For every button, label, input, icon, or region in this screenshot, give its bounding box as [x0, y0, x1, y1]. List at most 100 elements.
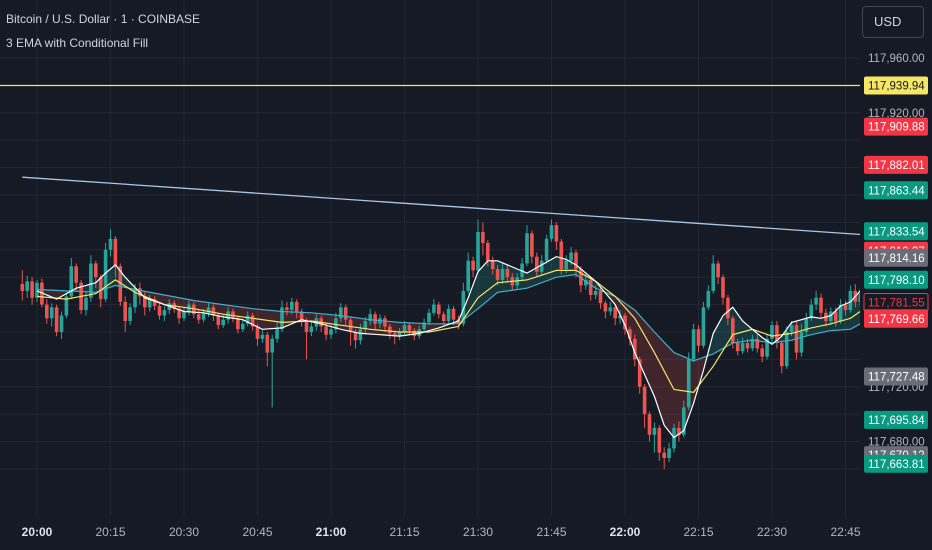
candle [726, 295, 730, 326]
ema-fill-segment [610, 294, 616, 305]
price-label-box [864, 181, 928, 200]
candle-body [339, 307, 343, 319]
indicator-legend[interactable]: 3 EMA with Conditional Fill [6, 36, 149, 50]
candle [299, 308, 304, 327]
candle [69, 258, 74, 300]
price-label[interactable]: 117,882.01 [864, 155, 928, 174]
candle-body [456, 319, 461, 324]
ema-fill-segment [179, 297, 184, 312]
candle-body [89, 263, 93, 298]
candle [20, 270, 25, 301]
candle [848, 285, 853, 313]
candle-body [677, 427, 681, 435]
price-label[interactable]: 117,727.48 [864, 367, 928, 386]
ema-fill-segment [546, 259, 552, 281]
candle-body [309, 326, 314, 332]
price-label[interactable]: 117,798.10 [864, 270, 928, 289]
candle-body [799, 332, 804, 353]
candle [363, 316, 368, 334]
price-label[interactable]: 117,781.55 [863, 292, 929, 312]
candle-body [343, 307, 348, 320]
candle [343, 304, 348, 326]
candle-body [133, 288, 137, 308]
candle [657, 425, 662, 461]
candle [407, 322, 412, 335]
candle [539, 255, 544, 276]
candle [265, 332, 270, 367]
ema-fill-segment [654, 332, 660, 411]
ema-fill-segment [468, 284, 474, 317]
candle-body [290, 301, 294, 311]
candle-body [294, 301, 299, 312]
candle [25, 275, 29, 298]
candle [54, 304, 59, 337]
ema-fill-segment [649, 326, 655, 397]
symbol-title[interactable]: Bitcoin / U.S. Dollar · 1 · COINBASE [6, 12, 201, 26]
candle-body [74, 266, 78, 283]
candle-body [461, 290, 466, 324]
candle [486, 240, 490, 267]
price-label-text: 117,769.66 [868, 314, 925, 326]
price-label-text: 117,727.48 [868, 372, 925, 384]
time-tick-label: 22:15 [683, 525, 713, 539]
candle-body [206, 307, 211, 313]
candle-body [40, 282, 44, 305]
candle [133, 284, 137, 313]
candle [819, 293, 823, 319]
candle-body [84, 297, 88, 311]
price-axis[interactable]: 117,960.00117,920.00117,720.00117,680.00… [860, 0, 932, 550]
candle-body [652, 427, 657, 435]
candle-body [667, 448, 671, 459]
time-tick-label: 22:00 [610, 525, 641, 539]
price-label[interactable]: 117,939.94 [864, 76, 928, 95]
price-label-box [864, 76, 928, 95]
candle-body [216, 315, 221, 326]
time-tick-label: 20:45 [242, 525, 272, 539]
candle [206, 303, 211, 317]
candle-body [446, 308, 451, 322]
trend-line[interactable] [22, 176, 885, 237]
candle-body [59, 315, 64, 332]
price-label[interactable]: 117,769.66 [864, 309, 928, 328]
candle-body [417, 329, 421, 337]
candle [427, 308, 431, 326]
price-label[interactable]: 117,814.16 [864, 248, 928, 267]
candle-body [196, 314, 201, 320]
candle-body [486, 242, 490, 261]
candle-body [706, 290, 711, 308]
candle-body [633, 338, 637, 360]
ema-fill-segment [272, 310, 278, 329]
ema-fill-segment [816, 317, 821, 334]
candle [706, 285, 711, 311]
candle-body [623, 315, 627, 330]
candle [177, 305, 181, 324]
candle [339, 303, 343, 323]
price-label[interactable]: 117,695.84 [864, 410, 928, 429]
price-label[interactable]: 117,833.54 [864, 222, 928, 241]
candle-body [809, 304, 813, 319]
time-axis[interactable]: 20:00 20:15 20:30 20:45 21:00 21:15 21:30 21:45… [0, 515, 861, 550]
candle [544, 234, 549, 264]
candle [525, 225, 529, 267]
candle [520, 258, 524, 282]
candle-body [750, 338, 755, 349]
price-label[interactable]: 117,663.81 [864, 454, 928, 473]
price-tick-label: 117,680.00 [868, 437, 925, 449]
price-label-text: 117,695.84 [868, 415, 925, 427]
candle [721, 274, 725, 305]
candle [245, 311, 250, 327]
ema-fill-segment [723, 311, 728, 349]
candle [495, 264, 500, 286]
ema-fill-segment [752, 329, 758, 341]
ema-fill-segment [125, 277, 131, 289]
price-label-text: 117,781.55 [868, 297, 925, 309]
price-label[interactable]: 117,909.88 [864, 117, 928, 136]
candle [588, 277, 593, 301]
currency-button[interactable]: USD [862, 6, 924, 38]
candle-body [280, 307, 284, 330]
candle [30, 277, 34, 305]
candle [285, 301, 289, 316]
price-label[interactable]: 117,863.44 [864, 181, 928, 200]
candle-body [584, 279, 588, 286]
